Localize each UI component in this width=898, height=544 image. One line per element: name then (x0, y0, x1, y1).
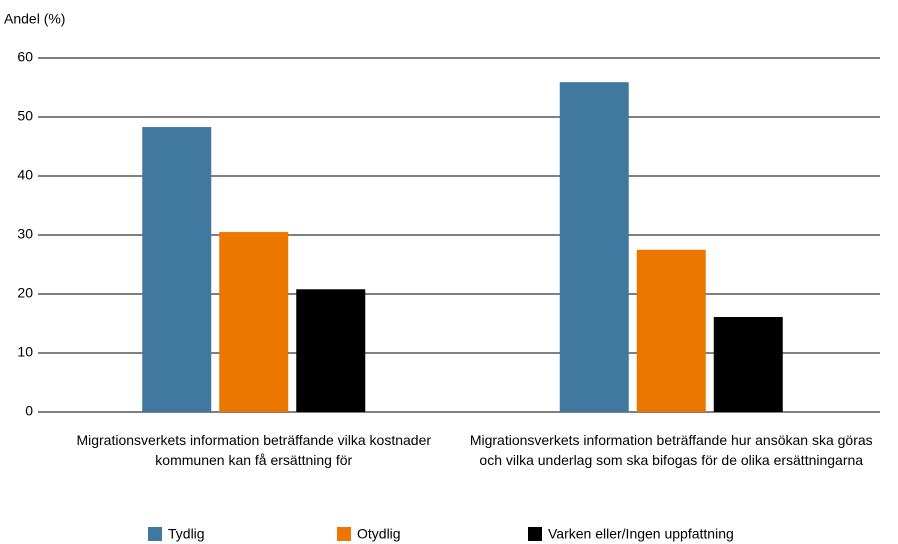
bar (219, 232, 289, 412)
legend-label: Varken eller/Ingen uppfattning (548, 526, 734, 542)
y-tick-label: 30 (17, 226, 33, 242)
legend-swatch (528, 527, 542, 541)
x-tick-label: Migrationsverkets information beträffand… (76, 432, 432, 468)
legend-label: Tydlig (168, 526, 205, 542)
bar (713, 317, 783, 412)
bar (636, 249, 706, 412)
y-tick-label: 0 (25, 403, 33, 419)
bar (559, 82, 629, 412)
legend-swatch (337, 527, 351, 541)
bar (296, 289, 366, 412)
y-tick-label: 20 (17, 285, 33, 301)
y-tick-label: 10 (17, 344, 33, 360)
legend-label: Otydlig (357, 526, 401, 542)
bar (142, 127, 212, 412)
y-tick-label: 60 (17, 49, 33, 65)
legend-swatch (148, 527, 162, 541)
y-tick-label: 40 (17, 167, 33, 183)
x-tick-label: Migrationsverkets information beträffand… (469, 432, 873, 468)
y-axis-label: Andel (%) (4, 11, 65, 27)
y-tick-label: 50 (17, 108, 33, 124)
